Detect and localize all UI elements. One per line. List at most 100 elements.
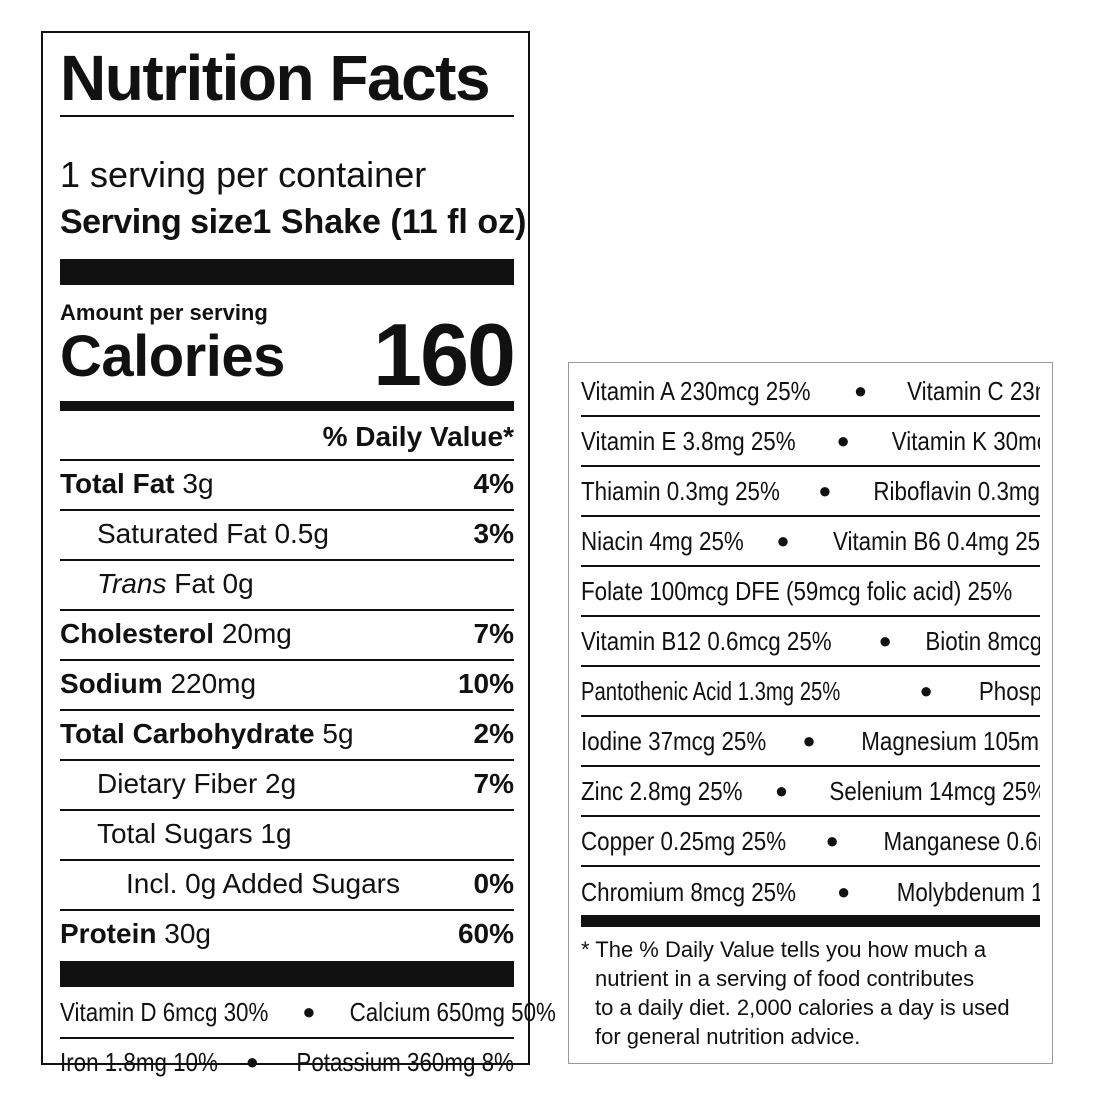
mineral-left: Vitamin D 6mcg 30% <box>60 996 269 1027</box>
mineral-row: Iron 1.8mg 10% ● Potassium 360mg 8% <box>60 1039 514 1085</box>
nutrient-name: Incl. 0g Added Sugars <box>126 868 400 899</box>
nutrient-name: Total Sugars <box>97 818 253 849</box>
vitamin-left: Vitamin A 230mcg 25% <box>581 375 811 406</box>
footnote-line: nutrient in a serving of food contribute… <box>595 966 975 991</box>
nutrient-row-sodium: Sodium 220mg 10% <box>60 659 514 707</box>
nutrient-amount: 30g <box>164 918 211 949</box>
vitamin-right: Magnesium 105mg 25% <box>860 725 1040 756</box>
footnote-line: for general nutrition advice. <box>595 1024 861 1049</box>
nutrient-name: Cholesterol <box>60 618 215 649</box>
calories-label: Calories <box>60 324 285 389</box>
nutrient-name: Sodium <box>60 668 163 699</box>
vitamin-left: Vitamin E 3.8mg 25% <box>581 425 796 456</box>
vitamin-left: Chromium 8mcg 25% <box>581 876 796 907</box>
nutrient-dv: 0% <box>473 868 514 899</box>
nutrient-dv: 2% <box>473 718 514 749</box>
vitamin-row: Niacin 4mg 25% ● Vitamin B6 0.4mg 25% <box>581 517 1040 567</box>
nutrient-row-protein: Protein 30g 60% <box>60 909 514 957</box>
nutrition-facts-panel: Nutrition Facts 1 serving per container … <box>41 31 555 1077</box>
nutrient-amount: 220mg <box>170 668 257 699</box>
nutrient-amount: 5g <box>322 718 354 749</box>
vitamin-right: Molybdenum 11mcg 25% <box>897 876 1040 907</box>
vitamin-left: Pantothenic Acid 1.3mg 25% <box>581 675 841 706</box>
nutrient-amount: 1g <box>260 818 292 849</box>
vitamin-left: Thiamin 0.3mg 25% <box>581 475 780 506</box>
vitamin-row: Vitamin B12 0.6mcg 25% ● Biotin 8mcg 25% <box>581 617 1040 667</box>
nutrient-row-cholesterol: Cholesterol 20mg 7% <box>60 609 514 657</box>
bullet-icon: ● <box>825 828 839 853</box>
nutrient-dv: 3% <box>473 518 514 549</box>
nutrient-dv: 60% <box>457 918 514 949</box>
bullet-icon: ● <box>919 678 933 703</box>
vitamin-right: Vitamin B6 0.4mg 25% <box>832 525 1040 556</box>
nutrient-amount: 0.5g <box>274 518 329 549</box>
thick-divider <box>60 259 514 285</box>
calories-value: 160 <box>373 305 516 404</box>
nutrition-facts-title: Nutrition Facts <box>60 42 491 114</box>
vitamin-left: Iodine 37mcg 25% <box>581 725 767 756</box>
vitamin-row: Vitamin E 3.8mg 25% ● Vitamin K 30mcg 25… <box>581 417 1040 467</box>
vitamin-row: Thiamin 0.3mg 25% ● Riboflavin 0.3mg 25% <box>581 467 1040 517</box>
vitamin-left: Niacin 4mg 25% <box>581 525 744 556</box>
vitamin-row-folate: Folate 100mcg DFE (59mcg folic acid) 25% <box>581 567 1040 617</box>
nutrient-dv: 10% <box>457 668 514 699</box>
mineral-left: Iron 1.8mg 10% <box>60 1046 218 1077</box>
vitamin-right: Selenium 14mcg 25% <box>829 775 1040 806</box>
vitamin-left: Folate 100mcg DFE (59mcg folic acid) 25% <box>581 575 1013 606</box>
vitamin-row: Pantothenic Acid 1.3mg 25% ● Phosphorus … <box>581 667 1040 717</box>
footnote-line: to a daily diet. 2,000 calories a day is… <box>595 995 1010 1020</box>
medium-divider <box>60 401 514 411</box>
medium-divider <box>581 915 1040 927</box>
vitamin-right: Manganese 0.6mg 25% <box>883 825 1040 856</box>
vitamins-minerals-panel: Vitamin A 230mcg 25% ● Vitamin C 23mg 25… <box>568 362 1053 1064</box>
mineral-right: Potassium 360mg 8% <box>296 1046 514 1077</box>
bullet-icon: ● <box>776 528 790 553</box>
bullet-icon: ● <box>802 728 816 753</box>
nutrient-row-saturated-fat: Saturated Fat 0.5g 3% <box>60 509 514 557</box>
bullet-icon: ● <box>853 378 868 403</box>
serving-size-row: Serving size 1 Shake (11 fl oz) <box>60 201 526 243</box>
nutrient-row-total-carbohydrate: Total Carbohydrate 5g 2% <box>60 709 514 757</box>
daily-value-footnote: * The % Daily Value tells you how much a… <box>581 935 1041 1051</box>
vitamin-right: Vitamin C 23mg 25% <box>907 375 1040 406</box>
nutrient-row-dietary-fiber: Dietary Fiber 2g 7% <box>60 759 514 807</box>
vitamin-row: Iodine 37mcg 25% ● Magnesium 105mg 25% <box>581 717 1040 767</box>
divider <box>60 115 514 117</box>
nutrient-name: Total Carbohydrate <box>60 718 315 749</box>
nutrient-name: Protein <box>60 918 157 949</box>
nutrient-amount: 0g <box>222 568 254 599</box>
nutrient-name: Total Fat <box>60 468 175 499</box>
serving-size-label: Serving size <box>60 203 253 241</box>
nutrient-name-suffix: Fat <box>174 568 215 599</box>
vitamin-right: Phosphorus 620mg 50% <box>978 675 1040 706</box>
bullet-icon: ● <box>302 999 316 1024</box>
amount-per-serving: Amount per serving <box>60 300 268 325</box>
divider <box>60 1037 514 1039</box>
vitamin-row: Copper 0.25mg 25% ● Manganese 0.6mg 25% <box>581 817 1040 867</box>
nutrient-name: Dietary Fiber <box>97 768 258 799</box>
nutrient-row-added-sugars: Incl. 0g Added Sugars 0% <box>60 859 514 907</box>
vitamin-left: Copper 0.25mg 25% <box>581 825 787 856</box>
footnote-line: * The % Daily Value tells you how much a <box>581 937 987 962</box>
nutrient-row-trans-fat: Trans Fat 0g <box>60 559 514 607</box>
nutrient-name: Saturated Fat <box>97 518 267 549</box>
nutrient-dv: 4% <box>473 468 514 499</box>
bullet-icon: ● <box>818 478 832 503</box>
bullet-icon: ● <box>836 879 851 904</box>
vitamin-right: Biotin 8mcg 25% <box>925 625 1040 656</box>
nutrient-row-total-sugars: Total Sugars 1g <box>60 809 514 857</box>
vitamin-right: Riboflavin 0.3mg 25% <box>872 475 1040 506</box>
mineral-row: Vitamin D 6mcg 30% ● Calcium 650mg 50% <box>60 989 555 1035</box>
bullet-icon: ● <box>245 1049 259 1074</box>
servings-per-container: 1 serving per container <box>60 154 427 195</box>
nutrient-amount: 20mg <box>221 618 292 649</box>
vitamin-left: Zinc 2.8mg 25% <box>581 775 743 806</box>
vitamin-left: Vitamin B12 0.6mcg 25% <box>581 625 832 656</box>
bullet-icon: ● <box>774 778 789 803</box>
nutrient-name: Trans <box>97 568 167 599</box>
nutrient-amount: 2g <box>265 768 297 799</box>
thick-divider <box>60 961 514 987</box>
vitamin-row: Vitamin A 230mcg 25% ● Vitamin C 23mg 25… <box>581 367 1040 417</box>
nutrient-amount: 3g <box>182 468 214 499</box>
serving-size-value: 1 Shake (11 fl oz) <box>252 203 527 241</box>
